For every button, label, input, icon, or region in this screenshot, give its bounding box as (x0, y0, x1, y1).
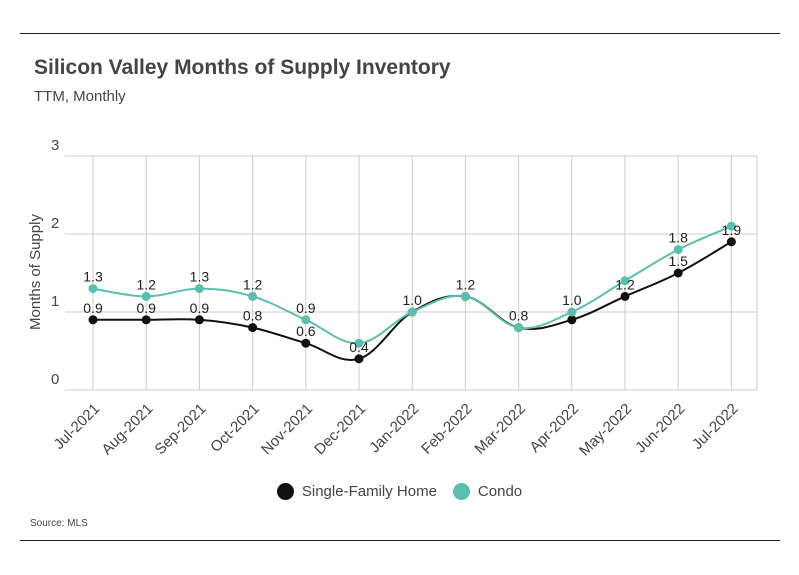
source-note: Source: MLS (30, 518, 88, 529)
y-tick-label: 3 (51, 137, 59, 154)
bottom-rule (20, 540, 780, 541)
x-tick-label: Jul-2022 (689, 400, 742, 453)
sfh-point (354, 354, 364, 364)
x-tick-label: Oct-2021 (207, 400, 263, 456)
condo-point (194, 284, 204, 294)
condo-point (460, 291, 470, 301)
condo-data-label: 1.2 (136, 276, 156, 292)
condo-data-label: 1.0 (562, 292, 582, 308)
y-tick-label: 0 (51, 371, 59, 388)
y-tick-label: 2 (51, 215, 59, 232)
condo-data-label: 1.8 (668, 230, 688, 246)
condo-data-label: 1.3 (83, 269, 103, 285)
x-tick-label: Jun-2022 (632, 400, 688, 456)
legend-label-condo: Condo (477, 483, 523, 500)
condo-data-label: 0.9 (296, 300, 316, 316)
chart-title: Silicon Valley Months of Supply Inventor… (34, 56, 451, 79)
data-labels: 0.9 0.9 0.9 0.8 0.6 0.4 0.8 1.2 1.5 1.9 1.3 1.2 1.3 1… (83, 222, 741, 355)
legend-label-sfh: Single-Family Home (301, 483, 437, 500)
sfh-point (726, 237, 736, 247)
condo-point (354, 338, 364, 348)
legend-swatch-sfh (276, 483, 294, 500)
sfh-data-label: 1.5 (668, 253, 688, 269)
condo-data-label: 1.3 (190, 269, 210, 285)
chart-subtitle: TTM, Monthly (34, 88, 126, 105)
y-tick-label: 1 (51, 293, 59, 310)
legend-item-condo[interactable]: Condo (452, 483, 523, 500)
series-points (88, 221, 736, 364)
condo-point (567, 307, 577, 317)
sfh-data-label: 0.9 (83, 300, 103, 316)
sfh-data-label: 1.2 (615, 276, 635, 292)
condo-data-label: 1.2 (456, 276, 476, 292)
legend: Single-Family Home Condo (0, 483, 799, 500)
condo-point (248, 291, 258, 301)
sfh-data-label: 1.9 (722, 222, 742, 238)
condo-point (620, 276, 630, 286)
condo-point (141, 291, 151, 301)
condo-point (514, 323, 524, 333)
x-tick-label: Dec-2021 (311, 400, 369, 458)
sfh-data-label: 0.9 (136, 300, 156, 316)
grid-lines (65, 155, 758, 391)
x-tick-label: Jul-2021 (51, 400, 104, 453)
sfh-data-label: 0.8 (243, 308, 263, 324)
condo-point (673, 245, 683, 255)
legend-swatch-condo (452, 483, 470, 500)
y-tick-labels: 0 1 2 3 (51, 137, 59, 388)
x-tick-label: Jan-2022 (366, 400, 422, 456)
x-tick-label: Mar-2022 (471, 400, 528, 457)
sfh-point (248, 323, 258, 333)
sfh-data-label: 0.8 (509, 308, 529, 324)
sfh-data-label: 0.6 (296, 323, 316, 339)
sfh-point (620, 291, 630, 301)
legend-item-sfh[interactable]: Single-Family Home (276, 483, 437, 500)
x-tick-label: Sep-2021 (152, 400, 210, 458)
x-tick-label: May-2022 (576, 400, 635, 459)
x-tick-labels: Jul-2021Aug-2021Sep-2021Oct-2021Nov-2021… (51, 400, 742, 459)
condo-point (301, 315, 311, 325)
sfh-data-label: 0.4 (349, 339, 369, 355)
condo-data-label: 1.0 (402, 292, 422, 308)
condo-data-label: 1.2 (243, 276, 263, 292)
condo-point (407, 307, 417, 317)
sfh-point (194, 315, 204, 325)
top-rule (20, 33, 780, 34)
sfh-point (567, 315, 577, 325)
sfh-point (88, 315, 98, 325)
x-tick-label: Nov-2021 (258, 400, 316, 458)
x-tick-label: Aug-2021 (98, 400, 156, 458)
sfh-point (301, 338, 311, 348)
x-tick-label: Feb-2022 (418, 400, 475, 457)
sfh-point (673, 268, 683, 278)
condo-point (726, 221, 736, 231)
y-axis-label: Months of Supply (27, 214, 44, 330)
sfh-point (141, 315, 151, 325)
sfh-data-label: 0.9 (190, 300, 210, 316)
condo-point (88, 284, 98, 294)
x-tick-label: Apr-2022 (526, 400, 582, 456)
